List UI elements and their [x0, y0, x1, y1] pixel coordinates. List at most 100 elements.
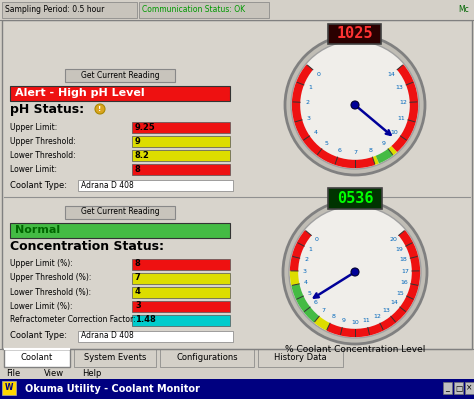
- FancyBboxPatch shape: [132, 122, 230, 133]
- Text: Sampling Period: 0.5 hour: Sampling Period: 0.5 hour: [5, 6, 104, 14]
- Circle shape: [351, 268, 359, 276]
- Text: 20: 20: [389, 237, 397, 242]
- FancyBboxPatch shape: [132, 150, 230, 161]
- Text: 19: 19: [396, 247, 403, 252]
- FancyBboxPatch shape: [132, 287, 230, 298]
- Text: W: W: [5, 383, 13, 393]
- Text: Mc: Mc: [458, 6, 469, 14]
- Text: 0: 0: [316, 72, 320, 77]
- Text: 8: 8: [135, 259, 141, 269]
- Text: History Data: History Data: [274, 354, 327, 363]
- Text: 5: 5: [308, 290, 311, 296]
- FancyBboxPatch shape: [160, 349, 254, 367]
- Text: 0: 0: [315, 237, 319, 242]
- Text: Configurations: Configurations: [176, 354, 238, 363]
- Text: Refractometer Correction Factor:: Refractometer Correction Factor:: [10, 316, 136, 324]
- FancyBboxPatch shape: [454, 382, 463, 394]
- Text: 3: 3: [303, 269, 307, 274]
- FancyBboxPatch shape: [0, 368, 474, 379]
- Text: 11: 11: [397, 115, 405, 120]
- FancyBboxPatch shape: [132, 315, 230, 326]
- FancyBboxPatch shape: [132, 259, 230, 270]
- Text: % Coolant Concentration Level: % Coolant Concentration Level: [285, 345, 425, 354]
- Text: 11: 11: [362, 318, 370, 323]
- Text: 17: 17: [401, 269, 409, 274]
- Text: 7: 7: [321, 308, 326, 313]
- FancyBboxPatch shape: [2, 381, 16, 395]
- Circle shape: [291, 41, 419, 169]
- Text: Help: Help: [82, 369, 101, 378]
- Text: 13: 13: [383, 308, 391, 313]
- Text: Lower Threshold (%):: Lower Threshold (%):: [10, 288, 91, 296]
- Text: 0536: 0536: [337, 191, 373, 206]
- Text: 12: 12: [399, 100, 407, 105]
- FancyBboxPatch shape: [65, 69, 175, 82]
- Text: Concentration Status:: Concentration Status:: [10, 239, 164, 253]
- Text: Upper Limit:: Upper Limit:: [10, 122, 57, 132]
- Text: ×: ×: [466, 383, 473, 393]
- Text: 9: 9: [342, 318, 346, 323]
- Text: 7: 7: [353, 150, 357, 156]
- FancyBboxPatch shape: [443, 382, 452, 394]
- Text: Upper Limit (%):: Upper Limit (%):: [10, 259, 73, 269]
- FancyBboxPatch shape: [132, 136, 230, 147]
- Text: Lower Limit (%):: Lower Limit (%):: [10, 302, 73, 310]
- Text: 9: 9: [135, 136, 141, 146]
- Text: Upper Threshold (%):: Upper Threshold (%):: [10, 273, 91, 282]
- FancyBboxPatch shape: [2, 20, 472, 349]
- Text: 14: 14: [388, 72, 396, 77]
- Circle shape: [95, 104, 105, 114]
- Text: 8: 8: [331, 314, 335, 320]
- FancyBboxPatch shape: [78, 180, 233, 191]
- Text: □: □: [455, 383, 462, 393]
- Text: !: !: [99, 106, 101, 112]
- Text: Adrana D 408: Adrana D 408: [81, 180, 134, 190]
- Text: 10: 10: [351, 320, 359, 324]
- Text: 10: 10: [391, 130, 399, 134]
- Text: Upper Threshold:: Upper Threshold:: [10, 136, 76, 146]
- Text: Lower Limit:: Lower Limit:: [10, 164, 57, 174]
- FancyBboxPatch shape: [139, 2, 269, 18]
- Text: _: _: [446, 383, 449, 393]
- FancyBboxPatch shape: [10, 223, 230, 238]
- Text: 4: 4: [135, 288, 141, 296]
- FancyBboxPatch shape: [65, 206, 175, 219]
- FancyBboxPatch shape: [0, 0, 474, 20]
- Text: 1025: 1025: [337, 26, 373, 41]
- Text: 3: 3: [135, 302, 141, 310]
- Text: 16: 16: [400, 280, 408, 285]
- FancyBboxPatch shape: [0, 349, 474, 368]
- FancyBboxPatch shape: [132, 164, 230, 175]
- Text: 13: 13: [396, 85, 404, 90]
- Text: 1: 1: [309, 85, 312, 90]
- Text: File: File: [6, 369, 20, 378]
- Text: 9: 9: [382, 141, 386, 146]
- Circle shape: [285, 35, 425, 175]
- Text: Communication Status: OK: Communication Status: OK: [142, 6, 245, 14]
- Text: 18: 18: [400, 257, 407, 263]
- Text: 12: 12: [373, 314, 381, 320]
- Text: Coolant Type:: Coolant Type:: [10, 332, 67, 340]
- Text: 5: 5: [324, 141, 328, 146]
- Text: Get Current Reading: Get Current Reading: [81, 71, 159, 79]
- Text: Lower Threshold:: Lower Threshold:: [10, 150, 76, 160]
- Text: View: View: [44, 369, 64, 378]
- Text: 2: 2: [305, 100, 309, 105]
- FancyBboxPatch shape: [0, 379, 474, 399]
- Text: pH Level: pH Level: [335, 193, 375, 202]
- FancyBboxPatch shape: [328, 188, 383, 209]
- Text: Normal: Normal: [15, 225, 60, 235]
- Text: 2: 2: [304, 257, 309, 263]
- Text: 8: 8: [135, 164, 141, 174]
- FancyBboxPatch shape: [132, 301, 230, 312]
- FancyBboxPatch shape: [10, 86, 230, 101]
- Text: 6: 6: [338, 148, 342, 153]
- FancyBboxPatch shape: [328, 24, 382, 44]
- Text: 1.48: 1.48: [135, 316, 156, 324]
- Text: 1: 1: [309, 247, 312, 252]
- FancyBboxPatch shape: [4, 349, 70, 367]
- Text: 15: 15: [396, 290, 404, 296]
- Text: 14: 14: [391, 300, 398, 305]
- Circle shape: [351, 101, 359, 109]
- Text: 7: 7: [135, 273, 141, 282]
